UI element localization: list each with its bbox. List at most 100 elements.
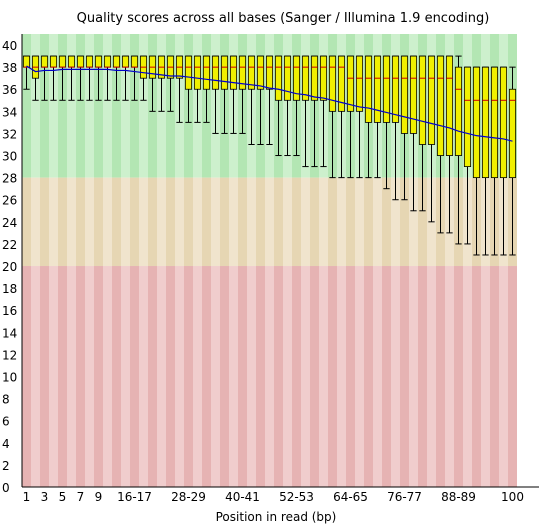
x-tick-label: 28-29 — [171, 490, 206, 504]
y-tick-label: 10 — [2, 371, 17, 385]
box-30-31 — [193, 55, 202, 123]
iqr-box — [445, 55, 454, 156]
iqr-box — [238, 55, 247, 90]
y-tick-label: 22 — [2, 238, 17, 252]
band-2-stripe — [202, 266, 211, 487]
band-1-stripe — [31, 177, 40, 267]
iqr-box — [391, 55, 400, 123]
iqr-box — [373, 55, 382, 123]
box-44-45 — [256, 55, 265, 145]
band-1-stripe — [76, 177, 85, 267]
y-tick-label: 26 — [2, 194, 17, 208]
iqr-box — [103, 55, 112, 68]
x-axis-ticks: 1 3 5 7 9 16-17 28-29 40-41 52-53 64-65 76-77 88-89… — [23, 490, 524, 504]
y-tick-label: 36 — [2, 83, 17, 97]
box-40-41 — [238, 55, 247, 134]
band-2-stripe — [436, 266, 445, 487]
iqr-box — [121, 55, 130, 68]
band-1-stripe — [121, 177, 130, 267]
band-1-stripe — [67, 177, 76, 267]
band-0-stripe — [67, 34, 76, 178]
band-1-stripe — [382, 177, 391, 267]
iqr-box — [481, 66, 490, 179]
band-2-stripe — [427, 266, 436, 487]
box-66-67 — [355, 55, 364, 179]
band-1-stripe — [319, 177, 328, 267]
band-1-stripe — [373, 177, 382, 267]
iqr-box — [400, 55, 409, 134]
y-tick-label: 2 — [2, 459, 10, 473]
x-tick-label: 64-65 — [333, 490, 368, 504]
box-8 — [85, 55, 94, 101]
box-38-39 — [229, 55, 238, 134]
iqr-box — [49, 55, 58, 68]
iqr-box — [283, 55, 292, 101]
y-tick-label: 16 — [2, 304, 17, 318]
box-12-13 — [112, 55, 121, 101]
y-tick-label: 6 — [2, 415, 10, 429]
box-80-81 — [418, 55, 427, 212]
box-78-79 — [409, 55, 418, 212]
band-2-stripe — [319, 266, 328, 487]
band-2-stripe — [499, 266, 508, 487]
iqr-box — [229, 55, 238, 90]
iqr-box — [202, 55, 211, 90]
band-1-stripe — [247, 177, 256, 267]
band-2-stripe — [157, 266, 166, 487]
band-2-stripe — [139, 266, 148, 487]
box-16-17 — [130, 55, 139, 101]
band-1-stripe — [283, 177, 292, 267]
box-5 — [58, 55, 67, 101]
band-2-stripe — [184, 266, 193, 487]
iqr-box — [247, 55, 256, 90]
band-1-stripe — [103, 177, 112, 267]
iqr-box — [499, 66, 508, 179]
y-tick-label: 34 — [2, 105, 17, 119]
box-70-71 — [373, 55, 382, 179]
box-22-23 — [157, 55, 166, 112]
band-2-stripe — [166, 266, 175, 487]
box-58-59 — [319, 55, 328, 168]
band-0-stripe — [103, 34, 112, 178]
box-26-27 — [175, 55, 184, 123]
box-6 — [67, 55, 76, 101]
iqr-box — [94, 55, 103, 68]
band-1-stripe — [265, 177, 274, 267]
band-1-stripe — [391, 177, 400, 267]
band-2-stripe — [310, 266, 319, 487]
iqr-box — [274, 55, 283, 101]
band-1-stripe — [58, 177, 67, 267]
box-88-89 — [454, 55, 463, 245]
band-2-stripe — [373, 266, 382, 487]
iqr-box — [472, 66, 481, 179]
iqr-box — [220, 55, 229, 90]
iqr-box — [463, 66, 472, 167]
box-74-75 — [391, 55, 400, 201]
band-2-stripe — [229, 266, 238, 487]
band-2-stripe — [328, 266, 337, 487]
band-2-stripe — [418, 266, 427, 487]
band-1-stripe — [184, 177, 193, 267]
x-tick-label: 1 — [23, 490, 31, 504]
band-1-stripe — [292, 177, 301, 267]
x-axis-label: Position in read (bp) — [216, 510, 337, 524]
band-2-stripe — [94, 266, 103, 487]
band-1-stripe — [130, 177, 139, 267]
y-tick-label: 20 — [2, 260, 17, 274]
iqr-box — [184, 55, 193, 90]
box-50-51 — [283, 55, 292, 157]
band-2-stripe — [121, 266, 130, 487]
box-98-99 — [499, 66, 508, 256]
band-2-stripe — [274, 266, 283, 487]
iqr-box — [328, 55, 337, 112]
band-2-stripe — [454, 266, 463, 487]
iqr-box — [508, 88, 517, 179]
box-82-83 — [427, 55, 436, 223]
band-2-stripe — [238, 266, 247, 487]
band-1-stripe — [220, 177, 229, 267]
band-2-stripe — [472, 266, 481, 487]
box-90-91 — [463, 66, 472, 245]
band-2-stripe — [391, 266, 400, 487]
band-0-stripe — [40, 34, 49, 178]
